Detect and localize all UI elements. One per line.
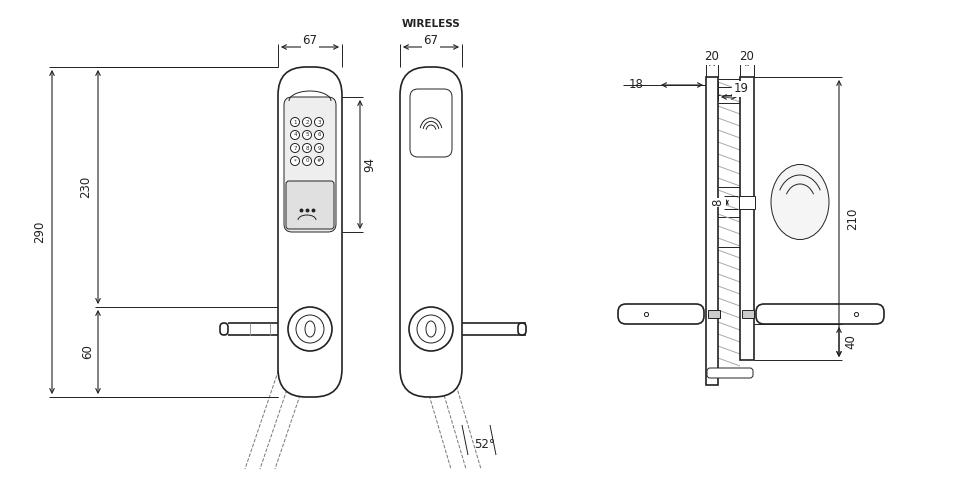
Text: 7: 7	[293, 146, 297, 151]
Circle shape	[303, 131, 312, 140]
Circle shape	[288, 307, 332, 351]
Circle shape	[290, 144, 300, 153]
Circle shape	[315, 144, 323, 153]
Text: 52°: 52°	[473, 438, 494, 451]
Text: 9: 9	[318, 146, 320, 151]
Circle shape	[409, 307, 453, 351]
FancyBboxPatch shape	[756, 304, 884, 324]
Text: WIRELESS: WIRELESS	[402, 19, 461, 29]
Text: #: #	[317, 159, 321, 164]
Circle shape	[303, 117, 312, 127]
Circle shape	[315, 117, 323, 127]
Text: 18: 18	[629, 79, 644, 91]
Text: *: *	[294, 159, 296, 164]
Circle shape	[303, 157, 312, 166]
FancyBboxPatch shape	[220, 323, 228, 335]
Text: 60: 60	[81, 344, 94, 359]
Ellipse shape	[426, 321, 436, 337]
Text: 3: 3	[318, 119, 320, 125]
Text: 230: 230	[79, 176, 92, 198]
Text: 40: 40	[845, 334, 858, 349]
Circle shape	[290, 131, 300, 140]
FancyBboxPatch shape	[740, 77, 754, 360]
Circle shape	[290, 117, 300, 127]
Polygon shape	[708, 310, 720, 318]
Circle shape	[315, 157, 323, 166]
Text: 210: 210	[847, 207, 859, 230]
Text: 94: 94	[364, 157, 376, 172]
Ellipse shape	[305, 321, 315, 337]
Circle shape	[417, 315, 445, 343]
Text: 67: 67	[303, 34, 318, 48]
Text: 0: 0	[305, 159, 309, 164]
Text: 4: 4	[293, 133, 297, 138]
Text: 290: 290	[33, 221, 46, 243]
FancyBboxPatch shape	[707, 368, 753, 378]
Text: 8: 8	[711, 199, 724, 206]
Circle shape	[303, 144, 312, 153]
Text: 2: 2	[305, 119, 309, 125]
Text: 8: 8	[305, 146, 309, 151]
FancyBboxPatch shape	[518, 323, 526, 335]
Polygon shape	[739, 196, 755, 209]
FancyBboxPatch shape	[284, 97, 336, 232]
Circle shape	[296, 315, 324, 343]
Text: 67: 67	[423, 34, 438, 48]
FancyBboxPatch shape	[706, 77, 718, 385]
Polygon shape	[742, 310, 754, 318]
FancyBboxPatch shape	[286, 181, 334, 229]
Text: 20: 20	[740, 51, 755, 64]
FancyBboxPatch shape	[618, 304, 704, 324]
Text: 6: 6	[318, 133, 320, 138]
Text: 20: 20	[705, 51, 719, 64]
Ellipse shape	[771, 165, 829, 240]
Circle shape	[290, 157, 300, 166]
Text: 5: 5	[305, 133, 309, 138]
FancyBboxPatch shape	[278, 67, 342, 397]
Text: 1: 1	[293, 119, 297, 125]
Circle shape	[315, 131, 323, 140]
Text: 19: 19	[733, 83, 749, 95]
FancyBboxPatch shape	[410, 89, 452, 157]
FancyBboxPatch shape	[400, 67, 462, 397]
